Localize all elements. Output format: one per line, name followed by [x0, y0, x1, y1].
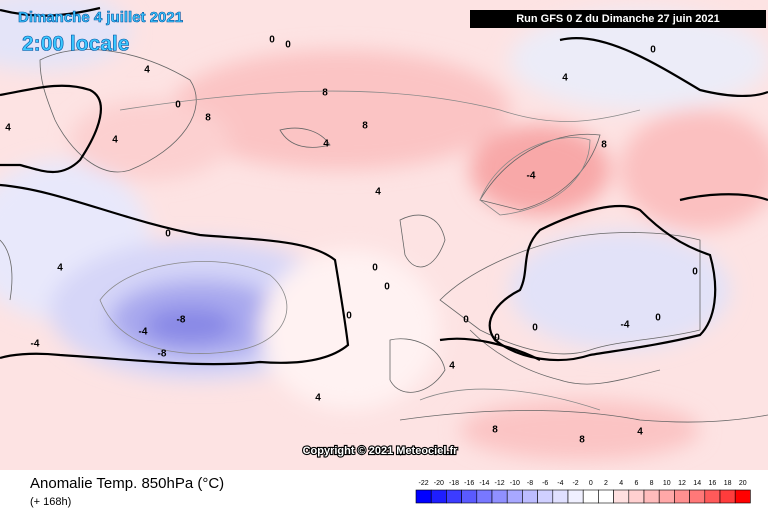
scale-box	[537, 489, 554, 504]
other-contours	[99, 90, 641, 411]
contour-label: 0	[175, 100, 181, 111]
scale-box	[719, 489, 736, 504]
contour-label: 4	[375, 187, 381, 198]
scale-box	[613, 489, 630, 504]
contour-label: 4	[112, 135, 118, 146]
scale-box	[674, 489, 690, 504]
scale-box	[704, 489, 721, 504]
scale-label: 18	[724, 480, 732, 487]
scale-box	[643, 489, 660, 504]
variable-name: Anomalie Temp. 850hPa (°C)	[30, 475, 224, 492]
scale-box	[567, 489, 584, 504]
contour-label: -8	[158, 349, 167, 360]
contour-label: 4	[637, 427, 643, 438]
contour-label: 8	[492, 425, 498, 436]
scale-box	[446, 489, 462, 504]
contour-label: 4	[5, 123, 11, 134]
scale-label: -4	[557, 480, 563, 487]
contour-label: -4	[621, 320, 630, 331]
scale-label: 10	[663, 480, 671, 487]
scale-label: -20	[434, 480, 444, 487]
scale-box	[582, 489, 599, 504]
contour-label: 8	[205, 113, 211, 124]
contour-label: 4	[315, 393, 321, 404]
scale-label: 4	[619, 480, 623, 487]
contour-label: -4	[31, 339, 40, 350]
contour-label: 0	[372, 263, 378, 274]
scale-box	[415, 489, 432, 504]
scale-label: 16	[709, 480, 717, 487]
contour-label: -8	[177, 315, 186, 326]
contour-label: 0	[165, 229, 171, 240]
contour-label: 0	[285, 40, 291, 51]
run-banner	[470, 10, 766, 28]
scale-box	[506, 489, 523, 504]
scale-label: -8	[527, 480, 533, 487]
copyright: Copyright © 2021 Meteociel.fr	[303, 445, 459, 457]
contour-label: 0	[532, 323, 538, 334]
contour-label: 0	[650, 45, 656, 56]
scale-box	[491, 489, 508, 504]
forecast-date: Dimanche 4 juillet 2021	[18, 9, 183, 26]
contour-label: 0	[463, 315, 469, 326]
contour-label: 4	[562, 73, 568, 84]
contour-label: 0	[494, 333, 500, 344]
scale-label: -6	[542, 480, 548, 487]
scale-label: 2	[604, 480, 608, 487]
scale-label: -16	[464, 480, 474, 487]
scale-box	[658, 489, 675, 504]
contour-label: 0	[269, 35, 275, 46]
scale-label: 6	[634, 480, 638, 487]
scale-label: 12	[678, 480, 686, 487]
scale-label: -12	[495, 480, 505, 487]
zero-contours	[0, 6, 768, 366]
contour-label: 4	[323, 139, 329, 150]
scale-box	[552, 489, 569, 504]
contour-label: 0	[346, 311, 352, 322]
scale-box	[461, 489, 478, 504]
contour-label: 8	[322, 88, 328, 99]
scale-label: -10	[510, 480, 520, 487]
contour-label: 4	[144, 65, 150, 76]
scale-box	[476, 489, 493, 504]
contour-label: 0	[655, 313, 661, 324]
contour-label: 8	[601, 140, 607, 151]
scale-label: 20	[739, 480, 747, 487]
scale-label: 14	[693, 480, 701, 487]
contour-label: 0	[384, 282, 390, 293]
color-scale: -22 -20 -18 -16 -14 -12 -10 -8 -6 -4 -2 0 2 4 6 8 10 12 14…	[415, 480, 751, 504]
contour-label: 4	[449, 361, 455, 372]
scale-label: 0	[589, 480, 593, 487]
scale-box	[689, 489, 706, 504]
scale-label: -22	[419, 480, 429, 487]
contour-label: -4	[139, 327, 148, 338]
scale-box	[628, 489, 645, 504]
scale-box	[522, 489, 538, 504]
contour-label: -4	[527, 171, 536, 182]
scale-label: -2	[572, 480, 578, 487]
lead-time: (+ 168h)	[30, 496, 71, 508]
coastlines	[0, 49, 768, 423]
scale-label: 8	[650, 480, 654, 487]
scale-box	[430, 489, 447, 504]
anomaly-field	[0, 0, 768, 460]
contour-label: 8	[362, 121, 368, 132]
contour-label: 4	[57, 263, 63, 274]
scale-label: -18	[449, 480, 459, 487]
contour-label: 0	[692, 267, 698, 278]
run-info: Run GFS 0 Z du Dimanche 27 juin 2021	[516, 13, 720, 25]
scale-box	[598, 489, 614, 504]
scale-box	[734, 489, 751, 504]
forecast-time: 2:00 locale	[22, 33, 129, 56]
contour-label: 8	[579, 435, 585, 446]
scale-label: -14	[479, 480, 489, 487]
